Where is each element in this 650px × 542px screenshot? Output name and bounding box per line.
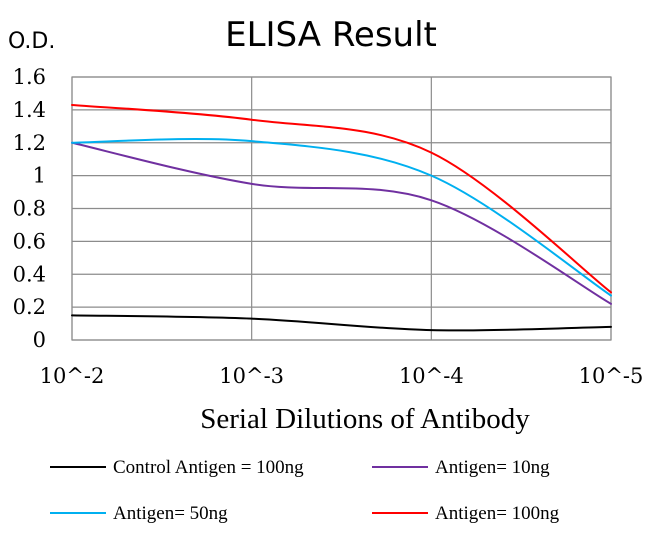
series-line (71, 137, 612, 297)
x-tick-label: 10^-3 (219, 364, 284, 388)
legend-label: Control Antigen = 100ng (113, 457, 304, 478)
y-tick-label: 1.6 (13, 65, 46, 89)
legend: Control Antigen = 100ng Antigen= 10ng Anti… (50, 457, 560, 524)
y-tick-label: 0 (33, 328, 46, 352)
series-line (71, 103, 612, 294)
legend-label: Antigen= 50ng (113, 503, 228, 524)
legend-label: Antigen= 10ng (435, 457, 550, 478)
chart-title: ELISA Result (225, 15, 437, 55)
plot-frame (71, 76, 612, 341)
y-tick-label: 0.8 (13, 197, 46, 221)
y-tick-label: 0.4 (13, 262, 46, 286)
x-tick-label: 10^-4 (399, 364, 464, 388)
y-tick-labels: 0 0.2 0.4 0.6 0.8 1 1.2 1.4 1.6 (13, 65, 46, 352)
legend-label: Antigen= 100ng (435, 503, 560, 524)
y-tick-label: 1.2 (13, 131, 46, 155)
y-tick-label: 1 (33, 164, 46, 188)
x-tick-label: 10^-5 (579, 364, 644, 388)
x-tick-labels: 10^-2 10^-3 10^-4 10^-5 (40, 364, 644, 388)
x-axis-label: Serial Dilutions of Antibody (200, 403, 530, 435)
series-line (71, 314, 612, 332)
y-tick-label: 1.4 (13, 98, 46, 122)
data-series (71, 103, 612, 332)
y-tick-label: 0.6 (13, 229, 46, 253)
y-axis-label: O.D. (8, 29, 55, 54)
series-line (71, 141, 612, 305)
x-tick-label: 10^-2 (40, 364, 105, 388)
gridlines (71, 76, 612, 341)
y-tick-label: 0.2 (13, 295, 46, 319)
